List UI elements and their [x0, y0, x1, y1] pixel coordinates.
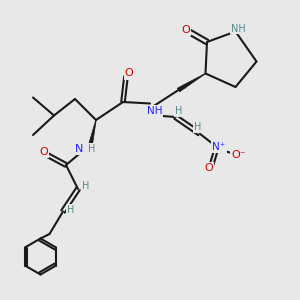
Text: H: H — [175, 106, 182, 116]
Text: O: O — [39, 146, 48, 157]
Text: H: H — [194, 122, 202, 133]
Text: O⁻: O⁻ — [231, 149, 246, 160]
Text: N: N — [75, 143, 84, 154]
Text: H: H — [68, 205, 75, 215]
Text: O: O — [204, 163, 213, 173]
Text: O: O — [182, 25, 190, 35]
Text: N⁺: N⁺ — [212, 142, 226, 152]
Text: H: H — [82, 181, 89, 191]
Polygon shape — [88, 120, 96, 148]
Polygon shape — [177, 73, 206, 92]
Text: O: O — [124, 68, 134, 79]
Text: NH: NH — [147, 106, 162, 116]
Text: NH: NH — [231, 23, 246, 34]
Text: H: H — [88, 143, 95, 154]
